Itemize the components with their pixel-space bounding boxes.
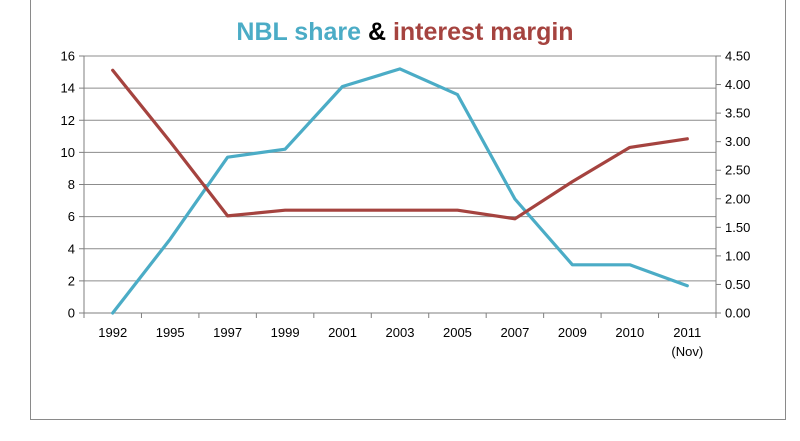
x-tick-label: 2005 — [443, 325, 472, 340]
y-right-tick-label: 0.50 — [725, 277, 750, 292]
chart-title-part-0: NBL share — [236, 18, 361, 46]
x-tick-label: 2001 — [328, 325, 357, 340]
y-left-tick-label: 14 — [61, 81, 75, 96]
x-tick-sublabel: (Nov) — [671, 344, 703, 359]
y-right-tick-label: 1.00 — [725, 248, 750, 263]
y-right-tick-label: 4.50 — [725, 49, 750, 64]
y-left-tick-label: 0 — [68, 306, 75, 321]
y-left-tick-label: 6 — [68, 209, 75, 224]
y-right-tick-label: 2.00 — [725, 191, 750, 206]
y-right-tick-label: 4.00 — [725, 77, 750, 92]
series-line-0 — [111, 67, 689, 315]
y-right-tick-label: 3.00 — [725, 134, 750, 149]
x-tick-label: 2010 — [615, 325, 644, 340]
x-tick-label: 2007 — [500, 325, 529, 340]
y-right-tick-label: 2.50 — [725, 163, 750, 178]
y-right-tick-label: 0.00 — [725, 306, 750, 321]
y-right-tick-label: 1.50 — [725, 220, 750, 235]
x-tick-label: 1995 — [156, 325, 185, 340]
x-tick-label: 2009 — [558, 325, 587, 340]
y-left-tick-label: 4 — [68, 241, 75, 256]
y-left-tick-label: 10 — [61, 145, 75, 160]
x-tick-label: 2003 — [386, 325, 415, 340]
x-tick-label: 1997 — [213, 325, 242, 340]
x-tick-label: 1992 — [98, 325, 127, 340]
y-left-tick-label: 2 — [68, 273, 75, 288]
chart-title: NBL share & interest margin — [236, 18, 573, 46]
y-right-tick-label: 3.50 — [725, 106, 750, 121]
chart-title-part-1: & — [361, 18, 393, 46]
y-left-tick-label: 12 — [61, 113, 75, 128]
y-left-tick-label: 8 — [68, 177, 75, 192]
chart-title-part-2: interest margin — [393, 18, 574, 46]
y-left-tick-label: 16 — [61, 49, 75, 64]
x-tick-label: 2011 — [673, 325, 701, 340]
x-tick-label: 1999 — [271, 325, 300, 340]
